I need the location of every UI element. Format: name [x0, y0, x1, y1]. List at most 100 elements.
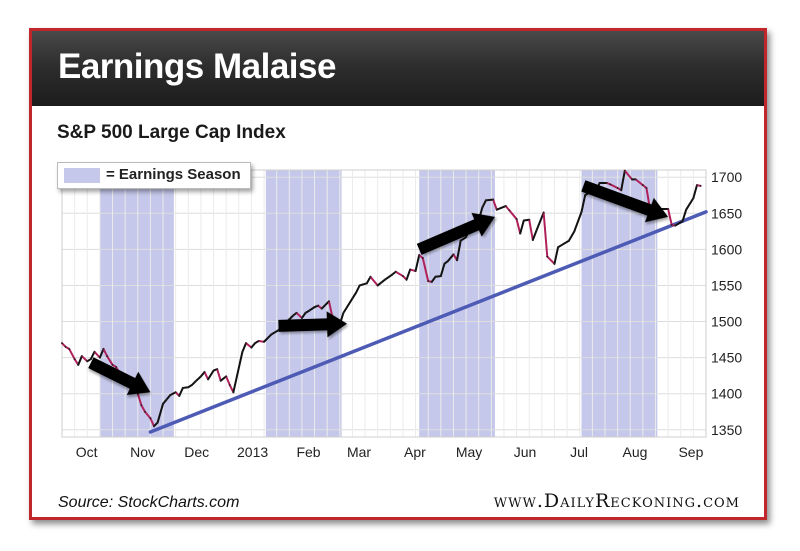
series-segment	[245, 342, 253, 349]
data-point	[674, 224, 677, 227]
series-segment	[508, 209, 518, 221]
data-point	[414, 270, 417, 272]
title-banner: Earnings Malaise	[32, 31, 764, 106]
data-point	[620, 189, 623, 192]
data-point	[313, 306, 316, 309]
x-tick-label: Aug	[623, 444, 648, 460]
annotation-arrow-4	[581, 180, 669, 223]
data-point	[452, 253, 455, 256]
data-point	[681, 220, 684, 223]
x-tick-label: May	[456, 444, 482, 460]
data-point	[384, 278, 386, 281]
y-tick-labels: 1350 1400 1450 1500 1550 1600 1650 1700	[711, 169, 742, 438]
data-point	[194, 380, 197, 383]
series-segment	[232, 350, 244, 394]
series-segment	[492, 198, 498, 211]
series-segment	[560, 239, 570, 247]
data-point	[584, 194, 587, 197]
data-point	[616, 187, 619, 189]
data-point	[459, 239, 462, 242]
series-segment	[106, 355, 114, 366]
data-point	[219, 379, 222, 382]
data-point	[317, 304, 320, 307]
data-point	[696, 184, 698, 187]
annotation-arrow-3	[416, 212, 495, 255]
series-segment	[515, 218, 522, 235]
data-point	[504, 205, 507, 207]
series-segment	[484, 198, 495, 202]
series-segment	[542, 211, 549, 258]
data-point	[346, 306, 348, 309]
data-point	[102, 348, 105, 350]
brand-watermark: www.DailyReckoning.com	[493, 490, 740, 512]
y-tick-label: 1600	[711, 241, 742, 257]
data-point	[645, 187, 648, 189]
data-point	[515, 218, 518, 220]
legend-swatch	[64, 168, 100, 183]
data-point	[61, 342, 63, 345]
data-point	[430, 280, 433, 283]
series-segment	[136, 392, 143, 407]
series-segment	[98, 347, 105, 359]
data-point	[427, 280, 430, 283]
trendline	[148, 210, 708, 434]
series-segment	[414, 254, 421, 273]
series-segment	[342, 306, 349, 314]
series-segment	[573, 210, 583, 233]
data-point	[64, 345, 67, 348]
data-point	[670, 223, 673, 226]
series-segment	[216, 368, 222, 382]
data-point	[492, 198, 495, 201]
series-segment	[178, 386, 184, 397]
series-segment	[355, 284, 361, 294]
data-point	[439, 275, 442, 277]
data-point	[421, 257, 424, 259]
source-credit: Source: StockCharts.com	[58, 494, 240, 511]
series-segment	[620, 169, 626, 192]
data-point	[358, 284, 361, 287]
data-point	[328, 300, 330, 303]
data-point	[443, 262, 446, 265]
x-tick-label: Sep	[678, 444, 703, 460]
data-point	[685, 208, 688, 211]
data-point	[169, 394, 172, 397]
data-point	[292, 314, 294, 317]
series-segment	[553, 246, 560, 265]
series-segment	[270, 329, 280, 336]
series-segment	[481, 199, 487, 209]
data-point	[241, 350, 244, 353]
data-point	[418, 254, 421, 257]
series-segment	[394, 270, 404, 278]
data-point	[557, 246, 559, 249]
series-segment	[528, 218, 534, 241]
series-segment	[68, 347, 76, 361]
series-segment	[89, 350, 96, 361]
data-point	[207, 378, 210, 381]
y-tick-label: 1350	[711, 422, 742, 438]
data-point	[216, 368, 219, 371]
data-point	[402, 275, 404, 277]
data-point	[174, 391, 177, 394]
x-tick-label: Dec	[184, 444, 209, 460]
data-point	[609, 183, 612, 186]
series-segment	[102, 347, 109, 358]
series-segment	[692, 184, 698, 200]
series-segment	[351, 291, 358, 300]
data-point	[380, 281, 383, 284]
series-segment	[681, 208, 688, 223]
series-segment	[535, 211, 545, 232]
banner-title: Earnings Malaise	[58, 47, 336, 86]
data-point	[295, 311, 298, 314]
annotation-arrows	[88, 180, 669, 395]
data-point	[434, 275, 437, 278]
data-point	[485, 199, 487, 202]
data-point	[203, 371, 206, 373]
series-segment	[495, 205, 507, 211]
data-point	[266, 337, 269, 340]
y-tick-label: 1700	[711, 169, 742, 185]
series-segment	[169, 391, 177, 397]
data-point	[320, 307, 323, 310]
chart-subtitle: S&P 500 Large Cap Index	[57, 122, 286, 143]
data-point	[80, 355, 83, 358]
series-segment	[203, 371, 210, 381]
